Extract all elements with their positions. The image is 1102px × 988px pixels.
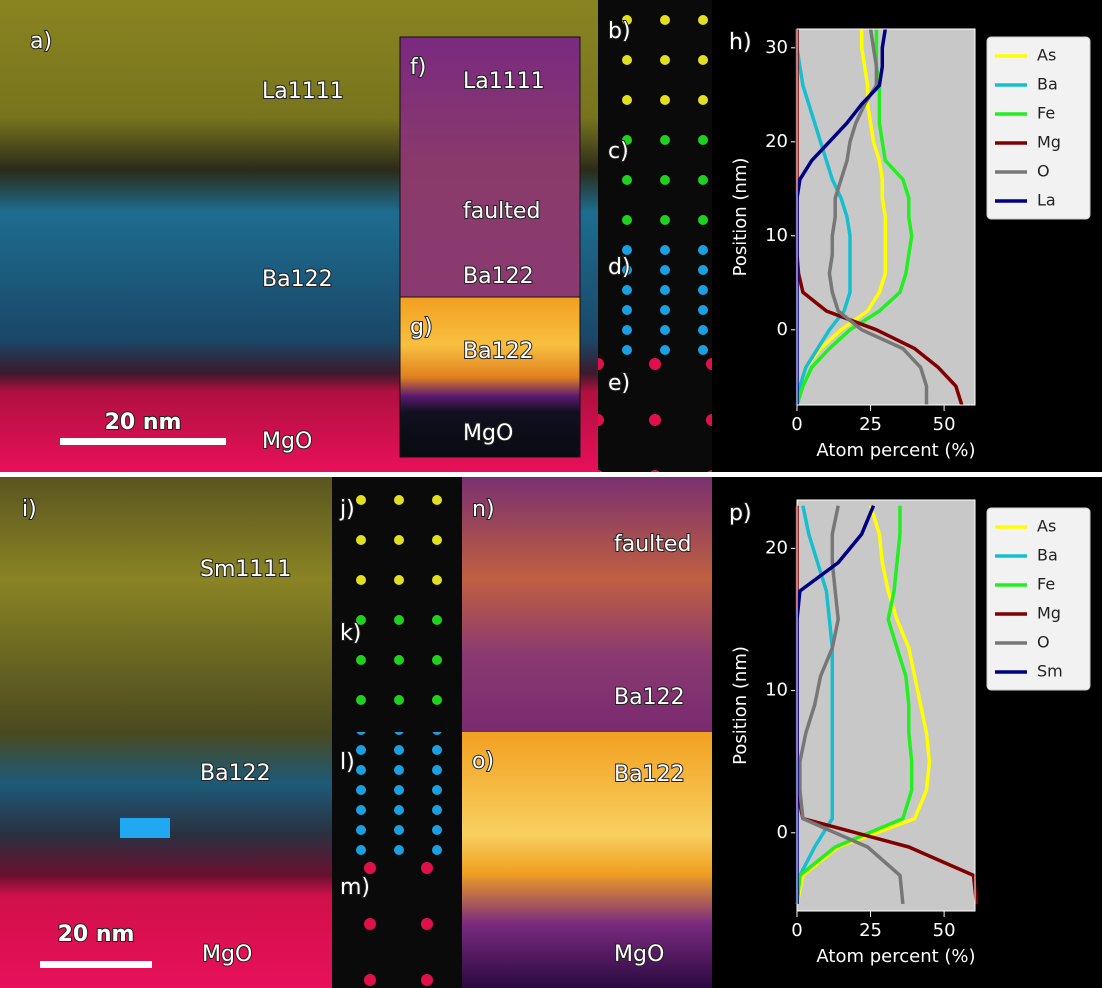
legend-label: O [1037, 162, 1050, 181]
y-tick-label: 30 [765, 37, 788, 58]
x-tick-label: 0 [791, 414, 802, 435]
x-tick-label: 0 [791, 920, 802, 941]
phase-label: Ba122 [463, 339, 534, 364]
panel-label: a) [30, 29, 52, 54]
bottom-row: i) Sm1111 Ba122 20 nm MgO j) k) l) m) n)… [0, 477, 712, 988]
panel-label: j) [339, 497, 355, 522]
legend-label: As [1037, 46, 1056, 65]
panel-label: i) [22, 497, 37, 522]
chart-title: h) [729, 30, 752, 55]
panel-label: n) [472, 497, 495, 522]
y-axis-label: Position (nm) [730, 158, 751, 277]
x-tick-label: 50 [933, 920, 956, 941]
panel-label: o) [472, 749, 494, 774]
panel-label: f) [410, 55, 426, 80]
legend-label: Mg [1037, 604, 1061, 623]
separator [0, 472, 1102, 477]
legend-label: Sm [1037, 662, 1063, 681]
legend-label: Fe [1037, 104, 1055, 123]
substrate-label: MgO [463, 421, 513, 446]
x-tick-label: 25 [859, 414, 882, 435]
y-tick-label: 10 [765, 680, 788, 701]
scale-bar [60, 438, 226, 445]
legend-label: O [1037, 633, 1050, 652]
phase-label: faulted [614, 532, 691, 557]
panel-label: k) [340, 621, 361, 646]
ba-cluster [120, 818, 170, 838]
panel-label: g) [410, 315, 433, 340]
legend-label: Ba [1037, 546, 1058, 565]
scale-label: 20 nm [58, 922, 135, 947]
phase-label: La1111 [262, 79, 344, 104]
top-row: a) La1111 Ba122 20 nm MgO f) La1111 faul… [0, 0, 712, 472]
substrate-label: MgO [262, 429, 312, 454]
phase-label: faulted [463, 199, 540, 224]
panel-label: d) [608, 255, 631, 280]
y-tick-label: 0 [777, 319, 788, 340]
scale-bar [40, 961, 152, 968]
figure: a) La1111 Ba122 20 nm MgO f) La1111 faul… [0, 0, 1102, 988]
scale-label: 20 nm [105, 410, 182, 435]
x-axis-label: Atom percent (%) [816, 946, 975, 967]
legend-label: Mg [1037, 133, 1061, 152]
y-axis-label: Position (nm) [730, 646, 751, 765]
x-tick-label: 50 [933, 414, 956, 435]
phase-label: Ba122 [614, 685, 685, 710]
y-tick-label: 10 [765, 225, 788, 246]
y-tick-label: 20 [765, 131, 788, 152]
panel-label: b) [608, 19, 631, 44]
x-axis-label: Atom percent (%) [816, 440, 975, 461]
panel-label: e) [608, 371, 630, 396]
phase-label: Ba122 [614, 762, 685, 787]
phase-label: Ba122 [200, 761, 271, 786]
y-tick-label: 20 [765, 537, 788, 558]
legend-label: As [1037, 517, 1056, 536]
phase-label: La1111 [463, 69, 545, 94]
phase-label: Sm1111 [200, 557, 291, 582]
legend-label: La [1037, 191, 1056, 210]
substrate-label: MgO [202, 942, 252, 967]
x-tick-label: 25 [859, 920, 882, 941]
panel-label: c) [608, 139, 629, 164]
legend-label: Ba [1037, 75, 1058, 94]
panel-label: m) [340, 875, 370, 900]
panel-label: l) [340, 750, 355, 775]
chart-title: p) [729, 501, 752, 526]
phase-label: Ba122 [463, 264, 534, 289]
y-tick-label: 0 [777, 822, 788, 843]
panel-i [0, 477, 332, 988]
legend-label: Fe [1037, 575, 1055, 594]
phase-label: Ba122 [262, 267, 333, 292]
substrate-label: MgO [614, 942, 664, 967]
plot-area [797, 500, 975, 911]
